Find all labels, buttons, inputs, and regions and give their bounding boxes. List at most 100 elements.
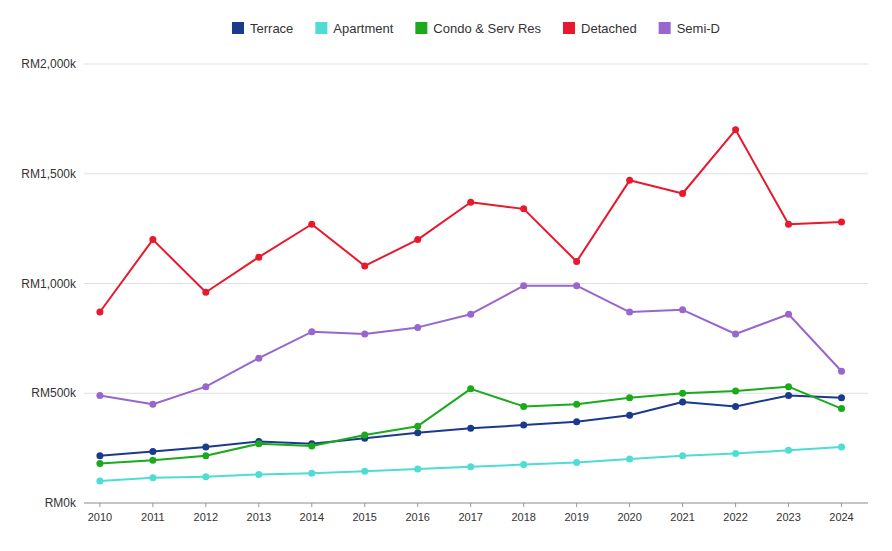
marker [679, 190, 686, 197]
marker [573, 401, 580, 408]
x-tick-label: 2018 [511, 511, 535, 523]
x-tick [523, 503, 524, 507]
marker [732, 330, 739, 337]
x-tick-label: 2021 [670, 511, 694, 523]
legend-item: Apartment [315, 21, 393, 36]
y-tick-label: RM1,500k [21, 167, 77, 181]
marker [96, 392, 103, 399]
line [100, 447, 842, 481]
marker [679, 452, 686, 459]
marker [732, 388, 739, 395]
x-tick [841, 503, 842, 507]
x-tick-label: 2010 [88, 511, 112, 523]
x-tick [682, 503, 683, 507]
legend: Terrace Apartment Condo & Serv Res Detached… [232, 21, 720, 36]
legend-label: Semi-D [677, 21, 720, 36]
marker [255, 440, 262, 447]
marker [361, 468, 368, 475]
marker [626, 394, 633, 401]
marker [467, 463, 474, 470]
marker [96, 478, 103, 485]
series [96, 444, 845, 485]
x-tick-label: 2015 [353, 511, 377, 523]
marker [361, 330, 368, 337]
legend-item: Condo & Serv Res [415, 21, 541, 36]
marker [626, 456, 633, 463]
marker [785, 221, 792, 228]
legend-swatch [563, 22, 575, 34]
y-tick-label: RM1,000k [21, 277, 77, 291]
marker [255, 355, 262, 362]
marker [785, 383, 792, 390]
marker [467, 385, 474, 392]
legend-label: Terrace [250, 21, 293, 36]
y-tick-label: RM0k [45, 496, 77, 510]
x-tick [417, 503, 418, 507]
legend-swatch [315, 22, 327, 34]
x-tick [99, 503, 100, 507]
marker [308, 221, 315, 228]
legend-item: Detached [563, 21, 637, 36]
marker [414, 429, 421, 436]
x-tick-label: 2014 [300, 511, 324, 523]
line [100, 130, 842, 312]
marker [149, 457, 156, 464]
legend-label: Apartment [333, 21, 393, 36]
marker [785, 447, 792, 454]
marker [149, 474, 156, 481]
x-tick [788, 503, 789, 507]
x-tick-label: 2017 [458, 511, 482, 523]
x-tick [205, 503, 206, 507]
marker [573, 418, 580, 425]
marker [838, 405, 845, 412]
marker [467, 425, 474, 432]
marker [149, 448, 156, 455]
marker [308, 470, 315, 477]
marker [626, 412, 633, 419]
marker [149, 401, 156, 408]
marker [255, 254, 262, 261]
marker [361, 431, 368, 438]
marker [414, 324, 421, 331]
legend-label: Condo & Serv Res [433, 21, 541, 36]
marker [838, 444, 845, 451]
marker [414, 236, 421, 243]
marker [679, 306, 686, 313]
marker [202, 289, 209, 296]
axes: RM0kRM500kRM1,000kRM1,500kRM2,000k201020… [21, 57, 868, 523]
marker [255, 471, 262, 478]
marker [414, 423, 421, 430]
x-tick [152, 503, 153, 507]
legend-swatch [415, 22, 427, 34]
x-tick [311, 503, 312, 507]
x-tick [735, 503, 736, 507]
series [96, 282, 845, 408]
marker [520, 403, 527, 410]
x-tick [258, 503, 259, 507]
x-tick-label: 2020 [617, 511, 641, 523]
x-tick-label: 2012 [194, 511, 218, 523]
x-tick [576, 503, 577, 507]
marker [785, 392, 792, 399]
grid-line [84, 64, 868, 65]
x-tick [364, 503, 365, 507]
series [96, 383, 845, 467]
line [100, 395, 842, 455]
grid-line [84, 173, 868, 174]
marker [838, 219, 845, 226]
marker [202, 473, 209, 480]
marker [520, 422, 527, 429]
line [100, 286, 842, 405]
marker [679, 399, 686, 406]
marker [732, 450, 739, 457]
plot-area [96, 126, 845, 484]
marker [520, 282, 527, 289]
marker [838, 394, 845, 401]
x-tick [470, 503, 471, 507]
marker [96, 309, 103, 316]
x-tick-label: 2019 [564, 511, 588, 523]
x-tick [629, 503, 630, 507]
marker [520, 205, 527, 212]
marker [785, 311, 792, 318]
series [96, 126, 845, 315]
